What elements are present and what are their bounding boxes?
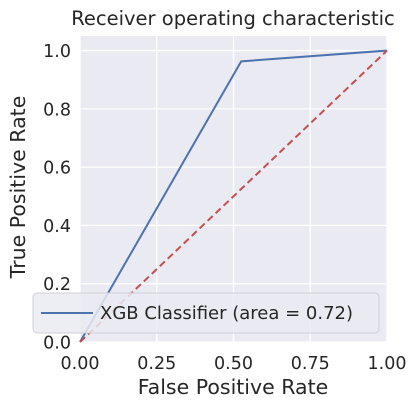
y-tick-label: 0.8 bbox=[43, 100, 71, 120]
legend-box bbox=[32, 292, 380, 334]
chart-title: Receiver operating characteristic bbox=[71, 7, 395, 30]
y-tick-label: 0.2 bbox=[43, 275, 71, 295]
legend: XGB Classifier (area = 0.72) bbox=[32, 292, 380, 334]
y-tick-label: 0.4 bbox=[43, 217, 71, 237]
y-tick-label: 0.0 bbox=[43, 334, 71, 354]
y-tick-label: 0.6 bbox=[43, 159, 71, 179]
grid-lines-x bbox=[79, 36, 388, 342]
y-tick-labels: 0.0 0.2 0.4 0.6 0.8 1.0 bbox=[43, 42, 71, 353]
y-tick-label: 1.0 bbox=[43, 42, 71, 62]
legend-label-xgb: XGB Classifier (area = 0.72) bbox=[100, 303, 353, 324]
x-tick-labels: 0.00 0.25 0.50 0.75 1.00 bbox=[61, 354, 407, 374]
x-axis-label: False Positive Rate bbox=[138, 375, 329, 399]
roc-curve-xgb bbox=[79, 49, 388, 343]
x-tick-label: 1.00 bbox=[368, 354, 407, 374]
x-tick-label: 0.75 bbox=[291, 354, 330, 374]
x-tick-label: 0.50 bbox=[214, 354, 253, 374]
x-tick-label: 0.25 bbox=[137, 354, 176, 374]
x-tick-label: 0.00 bbox=[61, 354, 100, 374]
y-axis-label: True Positive Rate bbox=[6, 96, 30, 280]
grid-lines-y bbox=[80, 49, 387, 343]
